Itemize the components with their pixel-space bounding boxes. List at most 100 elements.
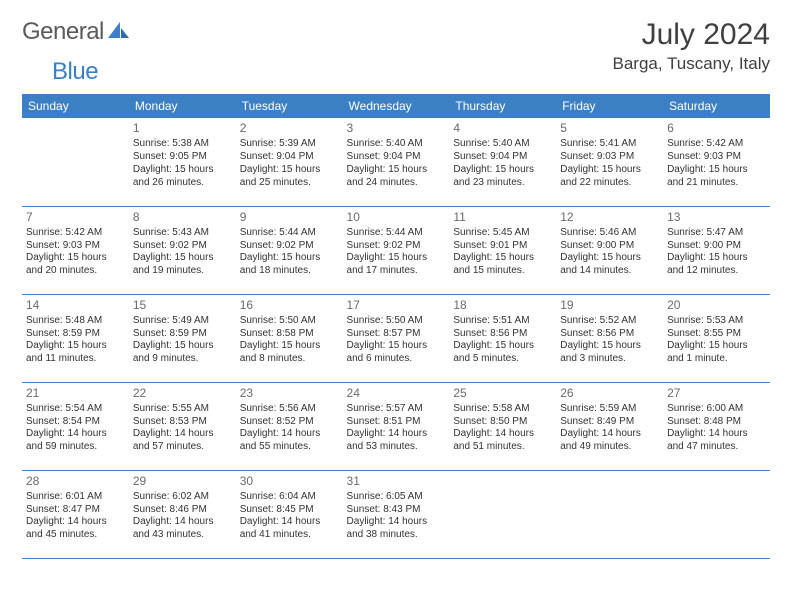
sunrise-line: Sunrise: 5:49 AM: [133, 315, 232, 328]
day-number: 24: [347, 386, 446, 401]
day-number: 5: [560, 121, 659, 136]
sunrise-line: Sunrise: 6:00 AM: [667, 403, 766, 416]
sunrise-line: Sunrise: 5:50 AM: [347, 315, 446, 328]
sunset-line: Sunset: 9:04 PM: [240, 151, 339, 164]
sunset-line: Sunset: 9:02 PM: [347, 240, 446, 253]
day-number: 18: [453, 298, 552, 313]
location-text: Barga, Tuscany, Italy: [613, 54, 770, 74]
weekday-header: Sunday: [22, 94, 129, 118]
daylight-line: Daylight: 14 hours and 47 minutes.: [667, 428, 766, 454]
daylight-line: Daylight: 15 hours and 23 minutes.: [453, 164, 552, 190]
title-block: July 2024 Barga, Tuscany, Italy: [613, 18, 770, 74]
sunrise-line: Sunrise: 6:05 AM: [347, 491, 446, 504]
daylight-line: Daylight: 15 hours and 22 minutes.: [560, 164, 659, 190]
day-number: 8: [133, 210, 232, 225]
sunset-line: Sunset: 8:45 PM: [240, 504, 339, 517]
sunrise-line: Sunrise: 5:59 AM: [560, 403, 659, 416]
daylight-line: Daylight: 14 hours and 53 minutes.: [347, 428, 446, 454]
sunrise-line: Sunrise: 5:41 AM: [560, 138, 659, 151]
daylight-line: Daylight: 15 hours and 19 minutes.: [133, 252, 232, 278]
daylight-line: Daylight: 15 hours and 1 minute.: [667, 340, 766, 366]
daylight-line: Daylight: 15 hours and 6 minutes.: [347, 340, 446, 366]
day-cell: 6Sunrise: 5:42 AMSunset: 9:03 PMDaylight…: [663, 118, 770, 206]
day-cell: 1Sunrise: 5:38 AMSunset: 9:05 PMDaylight…: [129, 118, 236, 206]
daylight-line: Daylight: 15 hours and 14 minutes.: [560, 252, 659, 278]
day-number: 3: [347, 121, 446, 136]
day-cell: 31Sunrise: 6:05 AMSunset: 8:43 PMDayligh…: [343, 470, 450, 558]
daylight-line: Daylight: 15 hours and 26 minutes.: [133, 164, 232, 190]
sunset-line: Sunset: 8:59 PM: [26, 328, 125, 341]
day-cell: 19Sunrise: 5:52 AMSunset: 8:56 PMDayligh…: [556, 294, 663, 382]
sunrise-line: Sunrise: 5:45 AM: [453, 227, 552, 240]
logo-text-blue: Blue: [52, 58, 98, 85]
sunset-line: Sunset: 9:02 PM: [240, 240, 339, 253]
sunset-line: Sunset: 9:03 PM: [26, 240, 125, 253]
weekday-header: Tuesday: [236, 94, 343, 118]
day-number: 7: [26, 210, 125, 225]
day-number: 16: [240, 298, 339, 313]
day-cell: 12 Sunrise: 5:46 AMSunset: 9:00 PMDayligh…: [556, 206, 663, 294]
daylight-line: Daylight: 15 hours and 24 minutes.: [347, 164, 446, 190]
day-number: 20: [667, 298, 766, 313]
logo-text-gray: General: [22, 18, 104, 46]
sunset-line: Sunset: 9:04 PM: [453, 151, 552, 164]
day-number: 30: [240, 474, 339, 489]
calendar-page: General July 2024 Barga, Tuscany, Italy …: [0, 0, 792, 569]
sunset-line: Sunset: 9:01 PM: [453, 240, 552, 253]
logo-sail-icon: [108, 20, 130, 45]
daylight-line: Daylight: 14 hours and 38 minutes.: [347, 516, 446, 542]
sunrise-line: Sunrise: 5:46 AM: [560, 227, 659, 240]
day-cell: 3Sunrise: 5:40 AMSunset: 9:04 PMDaylight…: [343, 118, 450, 206]
daylight-line: Daylight: 15 hours and 3 minutes.: [560, 340, 659, 366]
daylight-line: Daylight: 14 hours and 43 minutes.: [133, 516, 232, 542]
day-cell: 21Sunrise: 5:54 AMSunset: 8:54 PMDayligh…: [22, 382, 129, 470]
sunset-line: Sunset: 9:03 PM: [667, 151, 766, 164]
day-number: 12: [560, 210, 659, 225]
day-cell: 20Sunrise: 5:53 AMSunset: 8:55 PMDayligh…: [663, 294, 770, 382]
sunset-line: Sunset: 9:00 PM: [667, 240, 766, 253]
day-number: 11: [453, 210, 552, 225]
sunrise-line: Sunrise: 5:44 AM: [240, 227, 339, 240]
day-cell: 5Sunrise: 5:41 AMSunset: 9:03 PMDaylight…: [556, 118, 663, 206]
sunset-line: Sunset: 9:00 PM: [560, 240, 659, 253]
weekday-row: SundayMondayTuesdayWednesdayThursdayFrid…: [22, 94, 770, 118]
sunrise-line: Sunrise: 6:04 AM: [240, 491, 339, 504]
weekday-header: Wednesday: [343, 94, 450, 118]
sunset-line: Sunset: 8:54 PM: [26, 416, 125, 429]
day-cell: 14Sunrise: 5:48 AMSunset: 8:59 PMDayligh…: [22, 294, 129, 382]
day-number: 22: [133, 386, 232, 401]
weekday-header: Saturday: [663, 94, 770, 118]
day-cell: 23Sunrise: 5:56 AMSunset: 8:52 PMDayligh…: [236, 382, 343, 470]
calendar-head: SundayMondayTuesdayWednesdayThursdayFrid…: [22, 94, 770, 118]
day-number: 26: [560, 386, 659, 401]
day-cell: [556, 470, 663, 558]
calendar-table: SundayMondayTuesdayWednesdayThursdayFrid…: [22, 94, 770, 559]
day-number: 6: [667, 121, 766, 136]
sunrise-line: Sunrise: 5:48 AM: [26, 315, 125, 328]
sunset-line: Sunset: 8:50 PM: [453, 416, 552, 429]
sunrise-line: Sunrise: 5:58 AM: [453, 403, 552, 416]
daylight-line: Daylight: 14 hours and 49 minutes.: [560, 428, 659, 454]
sunset-line: Sunset: 8:53 PM: [133, 416, 232, 429]
sunset-line: Sunset: 8:51 PM: [347, 416, 446, 429]
daylight-line: Daylight: 14 hours and 57 minutes.: [133, 428, 232, 454]
sunrise-line: Sunrise: 5:42 AM: [26, 227, 125, 240]
sunset-line: Sunset: 8:58 PM: [240, 328, 339, 341]
weekday-header: Friday: [556, 94, 663, 118]
sunrise-line: Sunrise: 6:02 AM: [133, 491, 232, 504]
weekday-header: Thursday: [449, 94, 556, 118]
day-cell: 17Sunrise: 5:50 AMSunset: 8:57 PMDayligh…: [343, 294, 450, 382]
sunrise-line: Sunrise: 5:44 AM: [347, 227, 446, 240]
daylight-line: Daylight: 14 hours and 59 minutes.: [26, 428, 125, 454]
table-row: 14Sunrise: 5:48 AMSunset: 8:59 PMDayligh…: [22, 294, 770, 382]
day-number: 23: [240, 386, 339, 401]
day-number: 25: [453, 386, 552, 401]
table-row: 1Sunrise: 5:38 AMSunset: 9:05 PMDaylight…: [22, 118, 770, 206]
sunset-line: Sunset: 8:56 PM: [453, 328, 552, 341]
daylight-line: Daylight: 15 hours and 8 minutes.: [240, 340, 339, 366]
day-cell: 7Sunrise: 5:42 AMSunset: 9:03 PMDaylight…: [22, 206, 129, 294]
day-cell: 26Sunrise: 5:59 AMSunset: 8:49 PMDayligh…: [556, 382, 663, 470]
day-cell: 11Sunrise: 5:45 AMSunset: 9:01 PMDayligh…: [449, 206, 556, 294]
sunrise-line: Sunrise: 5:57 AM: [347, 403, 446, 416]
daylight-line: Daylight: 15 hours and 9 minutes.: [133, 340, 232, 366]
